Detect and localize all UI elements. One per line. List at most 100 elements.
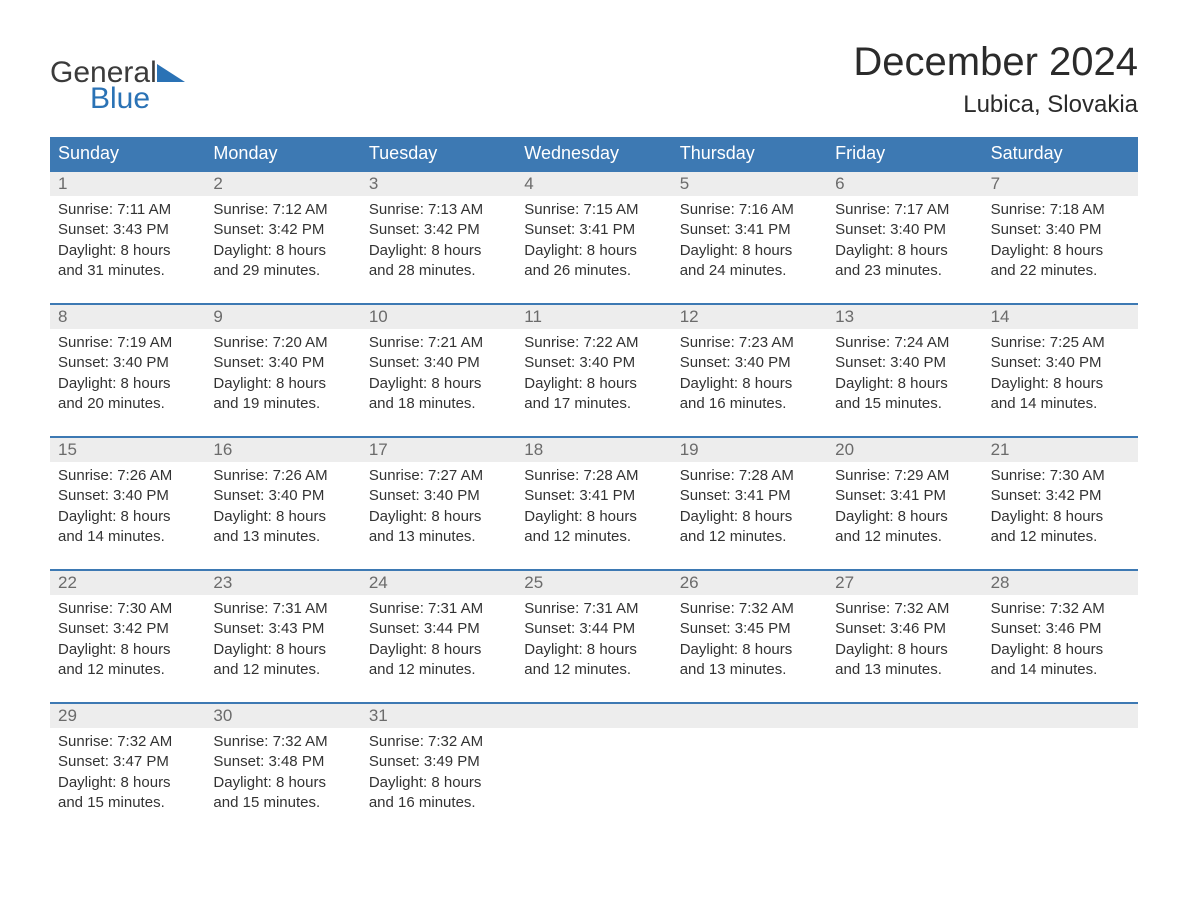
sunset-text: Sunset: 3:41 PM — [680, 486, 819, 506]
daylight-text: Daylight: 8 hours and 13 minutes. — [213, 507, 352, 548]
sunset-text: Sunset: 3:42 PM — [991, 486, 1130, 506]
day-details: Sunrise: 7:13 AMSunset: 3:42 PMDaylight:… — [361, 196, 516, 281]
sunrise-text: Sunrise: 7:30 AM — [991, 466, 1130, 486]
daylight-text: Daylight: 8 hours and 19 minutes. — [213, 374, 352, 415]
logo: General Blue — [50, 40, 185, 114]
calendar-week: 22232425262728Sunrise: 7:30 AMSunset: 3:… — [50, 569, 1138, 702]
sunrise-text: Sunrise: 7:32 AM — [369, 732, 508, 752]
daylight-text: Daylight: 8 hours and 14 minutes. — [991, 374, 1130, 415]
calendar-week: 15161718192021 Sunrise: 7:26 AM Sunset: 3:… — [50, 436, 1138, 569]
day-number: 18 — [516, 438, 671, 462]
daylight-text: Daylight: 8 hours and 23 minutes. — [835, 241, 974, 282]
sunrise-text: Sunrise: 7:23 AM — [680, 333, 819, 353]
daylight-text: Daylight: 8 hours and 12 minutes. — [213, 640, 352, 681]
day-number: 20 — [827, 438, 982, 462]
daylight-text: Daylight: 8 hours and 20 minutes. — [58, 374, 197, 415]
daylight-text: Daylight: 8 hours and 12 minutes. — [369, 640, 508, 681]
logo-line2: Blue — [90, 84, 157, 114]
day-number: 9 — [205, 305, 360, 329]
sunset-text: Sunset: 3:40 PM — [524, 353, 663, 373]
day-number: 27 — [827, 571, 982, 595]
daylight-text: Daylight: 8 hours and 29 minutes. — [213, 241, 352, 282]
weekday-sunday: Sunday — [50, 137, 205, 170]
day-details: Sunrise: 7:25 AMSunset: 3:40 PMDaylight:… — [983, 329, 1138, 414]
sunrise-text: Sunrise: 7:26 AM — [213, 466, 352, 486]
weeks-container: 1234567Sunrise: 7:11 AMSunset: 3:43 PMDa… — [50, 170, 1138, 835]
day-number: 10 — [361, 305, 516, 329]
day-number — [827, 704, 982, 728]
day-details: Sunrise: 7:22 AMSunset: 3:40 PMDaylight:… — [516, 329, 671, 414]
sunset-text: Sunset: 3:40 PM — [835, 353, 974, 373]
weekday-saturday: Saturday — [983, 137, 1138, 170]
day-number — [672, 704, 827, 728]
day-number-row: 1234567 — [50, 172, 1138, 196]
day-number: 23 — [205, 571, 360, 595]
weekday-monday: Monday — [205, 137, 360, 170]
month-title: December 2024 — [853, 40, 1138, 85]
calendar: Sunday Monday Tuesday Wednesday Thursday… — [50, 137, 1138, 835]
day-details: Sunrise: 7:19 AMSunset: 3:40 PMDaylight:… — [50, 329, 205, 414]
daylight-text: Daylight: 8 hours and 16 minutes. — [680, 374, 819, 415]
daylight-text: Daylight: 8 hours and 16 minutes. — [369, 773, 508, 814]
daylight-text: Daylight: 8 hours and 13 minutes. — [680, 640, 819, 681]
calendar-week: 293031Sunrise: 7:32 AMSunset: 3:47 PMDay… — [50, 702, 1138, 835]
sunrise-text: Sunrise: 7:31 AM — [213, 599, 352, 619]
sunset-text: Sunset: 3:41 PM — [524, 486, 663, 506]
day-number: 30 — [205, 704, 360, 728]
day-details: Sunrise: 7:12 AMSunset: 3:42 PMDaylight:… — [205, 196, 360, 281]
day-number — [983, 704, 1138, 728]
day-number: 16 — [205, 438, 360, 462]
sunrise-text: Sunrise: 7:28 AM — [680, 466, 819, 486]
sunset-text: Sunset: 3:45 PM — [680, 619, 819, 639]
daylight-text: Daylight: 8 hours and 12 minutes. — [991, 507, 1130, 548]
location-label: Lubica, Slovakia — [853, 91, 1138, 119]
day-number: 12 — [672, 305, 827, 329]
sunrise-text: Sunrise: 7:31 AM — [524, 599, 663, 619]
day-number: 1 — [50, 172, 205, 196]
sunrise-text: Sunrise: 7:25 AM — [991, 333, 1130, 353]
daylight-text: Daylight: 8 hours and 13 minutes. — [835, 640, 974, 681]
day-number-row: 15161718192021 — [50, 438, 1138, 462]
daylight-text: Daylight: 8 hours and 12 minutes. — [58, 640, 197, 681]
day-details — [672, 728, 827, 813]
sunset-text: Sunset: 3:44 PM — [524, 619, 663, 639]
sunset-text: Sunset: 3:40 PM — [680, 353, 819, 373]
sunset-text: Sunset: 3:40 PM — [835, 220, 974, 240]
sunrise-text: Sunrise: 7:13 AM — [369, 200, 508, 220]
sunrise-text: Sunrise: 7:20 AM — [213, 333, 352, 353]
day-number: 4 — [516, 172, 671, 196]
day-details: Sunrise: 7:31 AMSunset: 3:44 PMDaylight:… — [361, 595, 516, 680]
sunset-text: Sunset: 3:46 PM — [991, 619, 1130, 639]
day-details: Sunrise: 7:28 AMSunset: 3:41 PMDaylight:… — [672, 462, 827, 547]
day-details: Sunrise: 7:16 AMSunset: 3:41 PMDaylight:… — [672, 196, 827, 281]
sunrise-text: Sunrise: 7:27 AM — [369, 466, 508, 486]
sunset-text: Sunset: 3:41 PM — [524, 220, 663, 240]
weekday-friday: Friday — [827, 137, 982, 170]
sunrise-text: Sunrise: 7:29 AM — [835, 466, 974, 486]
day-details: Sunrise: 7:27 AMSunset: 3:40 PMDaylight:… — [361, 462, 516, 547]
daylight-text: Daylight: 8 hours and 13 minutes. — [369, 507, 508, 548]
header: General Blue December 2024 Lubica, Slova… — [50, 40, 1138, 119]
sunrise-text: Sunrise: 7:19 AM — [58, 333, 197, 353]
sunset-text: Sunset: 3:40 PM — [58, 486, 197, 506]
sunset-text: Sunset: 3:42 PM — [369, 220, 508, 240]
day-number: 8 — [50, 305, 205, 329]
weekday-header-row: Sunday Monday Tuesday Wednesday Thursday… — [50, 137, 1138, 170]
day-details: Sunrise: 7:31 AMSunset: 3:44 PMDaylight:… — [516, 595, 671, 680]
day-details: Sunrise: 7:32 AMSunset: 3:46 PMDaylight:… — [983, 595, 1138, 680]
daylight-text: Daylight: 8 hours and 28 minutes. — [369, 241, 508, 282]
sunset-text: Sunset: 3:40 PM — [991, 353, 1130, 373]
daylight-text: Daylight: 8 hours and 24 minutes. — [680, 241, 819, 282]
day-number: 7 — [983, 172, 1138, 196]
day-details: Sunrise: 7:32 AMSunset: 3:48 PMDaylight:… — [205, 728, 360, 813]
sunset-text: Sunset: 3:42 PM — [58, 619, 197, 639]
sunset-text: Sunset: 3:46 PM — [835, 619, 974, 639]
day-details: Sunrise: 7:32 AMSunset: 3:49 PMDaylight:… — [361, 728, 516, 813]
day-body-row: Sunrise: 7:26 AM Sunset: 3:40 PM Daylight:… — [50, 462, 1138, 569]
day-number: 14 — [983, 305, 1138, 329]
logo-triangle-icon — [157, 64, 185, 82]
sunset-text: Sunset: 3:43 PM — [213, 619, 352, 639]
day-details: Sunrise: 7:20 AMSunset: 3:40 PMDaylight:… — [205, 329, 360, 414]
day-number: 11 — [516, 305, 671, 329]
daylight-text: Daylight: 8 hours and 15 minutes. — [58, 773, 197, 814]
